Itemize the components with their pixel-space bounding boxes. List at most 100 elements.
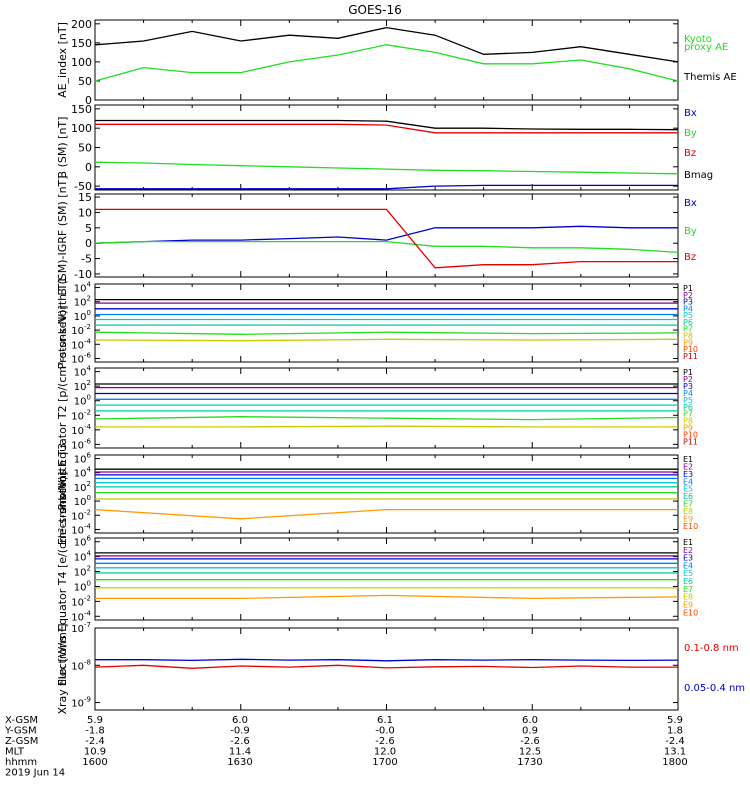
legend-label: E8: [683, 507, 693, 516]
x-axis-value: 5.9: [87, 715, 103, 726]
series-line: [94, 416, 679, 421]
x-axis-value: -0.9: [230, 726, 250, 737]
y-tick-label: 10-7: [71, 621, 91, 635]
legend-label: P9: [683, 338, 693, 347]
y-tick-label: 10-2: [71, 594, 91, 608]
legend-label: P5: [683, 396, 693, 405]
y-axis-label: Protons North T1: [56, 277, 69, 370]
panel-frame: [94, 627, 679, 711]
y-tick-label: 10-6: [71, 437, 91, 451]
y-tick-label: 150: [71, 37, 92, 50]
series-line: [95, 208, 678, 269]
x-axis-value: 11.4: [229, 747, 251, 758]
y-tick-label: 104: [74, 466, 92, 480]
legend-label: E3: [683, 554, 693, 563]
y-tick-label: 102: [74, 480, 91, 494]
y-axis-label: Electrons North T3: [56, 443, 69, 545]
legend-label: E3: [683, 470, 693, 479]
series-line: [94, 44, 679, 82]
panel-frame: [94, 454, 679, 534]
x-axis-labels: X-GSM 5.9 6.0 6.1 6.0 5.9 Y-GSM -1.8 -0.9 -0.0 0.9…: [4, 715, 688, 779]
x-axis-value: -0.0: [375, 726, 395, 737]
panel-frame: [94, 104, 679, 191]
legend-label: P4: [683, 389, 693, 398]
y-tick-label: 15: [78, 191, 92, 204]
y-tick-label: 0: [85, 161, 92, 174]
legend-label: proxy AE: [684, 42, 728, 53]
panel-frame: [94, 19, 679, 101]
series-line: [94, 508, 678, 520]
x-axis-value: -2.4: [665, 736, 685, 747]
y-tick-label: 100: [74, 309, 91, 323]
y-tick-label: 50: [78, 75, 92, 88]
legend-label: P2: [683, 375, 693, 384]
legend-label: E5: [683, 569, 693, 578]
legend-label: P5: [683, 311, 693, 320]
x-axis-value: 6.1: [377, 715, 393, 726]
legend-label: P10: [683, 345, 698, 354]
y-tick-label: 10-4: [71, 337, 91, 351]
series-line: [95, 184, 678, 190]
y-tick-label: 10-4: [71, 423, 91, 437]
y-tick-label: 100: [74, 579, 91, 593]
y-axis-label: B (SM)-IGRF (SM) [nT]: [56, 175, 69, 295]
y-tick-label: 10-2: [71, 508, 91, 522]
series-line: [94, 240, 679, 254]
x-axis-value: 1700: [372, 757, 397, 768]
figure-title: GOES-16: [348, 3, 402, 17]
y-tick-label: 10-8: [71, 658, 91, 672]
series-line: [95, 119, 679, 131]
y-tick-label: 100: [71, 122, 92, 135]
legend-label: P9: [683, 424, 693, 433]
legend-label: P2: [683, 291, 693, 300]
y-axis-label: Electrons Equator T4 [e/(cm²-s-sr-keV)]: [56, 472, 69, 687]
legend-label: P6: [683, 403, 693, 412]
x-axis-value: -2.4: [85, 736, 105, 747]
panel-frame: [94, 367, 679, 449]
y-tick-label: 102: [74, 379, 91, 393]
panel-frame: [94, 193, 679, 278]
legend-label: P11: [683, 438, 698, 447]
panel-frame: [94, 537, 679, 621]
legend-label: Bz: [684, 148, 696, 159]
legend-label: E5: [683, 485, 693, 494]
legend-label: P7: [683, 410, 693, 419]
legend-label: Bx: [684, 108, 697, 119]
x-axis-value: -2.6: [230, 736, 250, 747]
y-tick-label: 104: [74, 550, 92, 564]
y-tick-label: 10-2: [71, 408, 91, 422]
legend-label: P6: [683, 318, 693, 327]
y-tick-label: -5: [81, 253, 92, 266]
x-axis-value: 6.0: [232, 715, 248, 726]
legend-label: P4: [683, 304, 693, 313]
x-axis-value: 13.1: [664, 747, 686, 758]
x-axis-value: 6.0: [522, 715, 538, 726]
legend-label: P10: [683, 431, 698, 440]
y-tick-label: 10-9: [71, 696, 91, 710]
legend-label: P7: [683, 325, 693, 334]
legend-label: E4: [683, 477, 693, 486]
x-axis-value: 1800: [662, 757, 687, 768]
y-tick-label: 104: [74, 281, 92, 295]
y-tick-label: 106: [74, 452, 92, 466]
legend-label: E9: [683, 600, 693, 609]
legend-label: E2: [683, 546, 693, 555]
y-tick-label: 106: [74, 535, 92, 549]
x-axis-value: -2.6: [375, 736, 395, 747]
y-tick-label: 0: [85, 94, 92, 107]
y-tick-label: 102: [74, 565, 91, 579]
y-tick-label: 50: [78, 142, 92, 155]
legend-label: E8: [683, 593, 693, 602]
legend-label: E2: [683, 462, 693, 471]
x-axis-value: -2.6: [520, 736, 540, 747]
panel-frame: [94, 283, 679, 363]
